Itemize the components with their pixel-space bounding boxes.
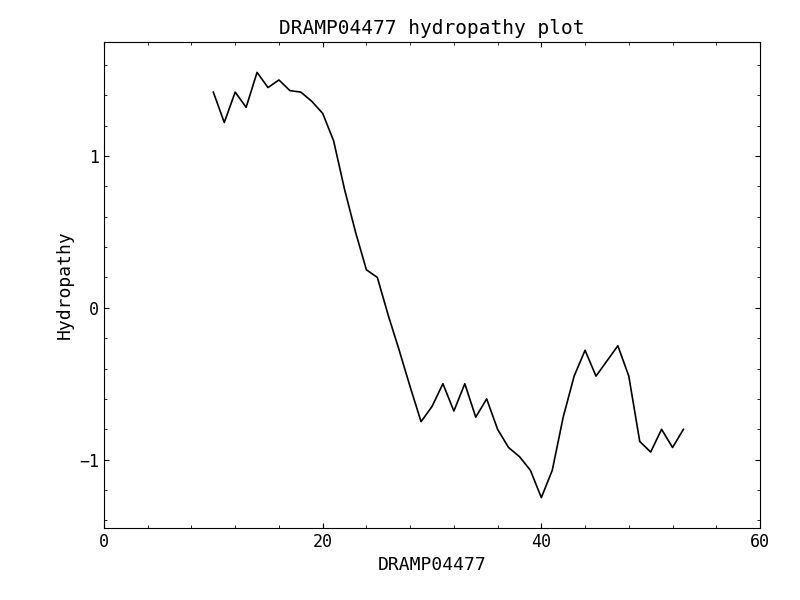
X-axis label: DRAMP04477: DRAMP04477	[378, 556, 486, 574]
Y-axis label: Hydropathy: Hydropathy	[55, 230, 74, 340]
Title: DRAMP04477 hydropathy plot: DRAMP04477 hydropathy plot	[279, 19, 585, 38]
